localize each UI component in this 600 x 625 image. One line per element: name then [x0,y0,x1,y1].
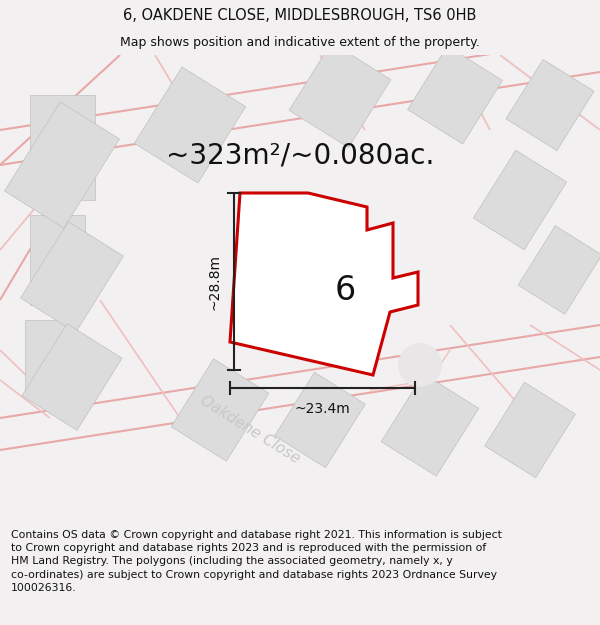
Polygon shape [473,150,566,250]
Polygon shape [275,372,365,468]
Polygon shape [230,193,418,375]
Polygon shape [20,222,124,332]
Text: Contains OS data © Crown copyright and database right 2021. This information is : Contains OS data © Crown copyright and d… [11,530,502,592]
Polygon shape [30,215,85,305]
Polygon shape [506,59,594,151]
Polygon shape [247,194,383,346]
Polygon shape [407,46,502,144]
Text: ~23.4m: ~23.4m [295,402,350,416]
Polygon shape [518,226,600,314]
Polygon shape [4,102,119,228]
Text: Map shows position and indicative extent of the property.: Map shows position and indicative extent… [120,36,480,49]
Polygon shape [171,359,269,461]
Polygon shape [25,320,75,395]
Text: ~28.8m: ~28.8m [208,254,222,309]
Polygon shape [485,382,575,478]
Polygon shape [381,374,479,476]
Circle shape [398,343,442,387]
Text: 6, OAKDENE CLOSE, MIDDLESBROUGH, TS6 0HB: 6, OAKDENE CLOSE, MIDDLESBROUGH, TS6 0HB [124,8,476,23]
Polygon shape [134,67,245,183]
Polygon shape [30,95,95,200]
Polygon shape [289,42,391,148]
Text: Oakdene Close: Oakdene Close [197,393,302,467]
Polygon shape [22,324,122,430]
Text: ~323m²/~0.080ac.: ~323m²/~0.080ac. [166,141,434,169]
Text: 6: 6 [334,274,356,306]
